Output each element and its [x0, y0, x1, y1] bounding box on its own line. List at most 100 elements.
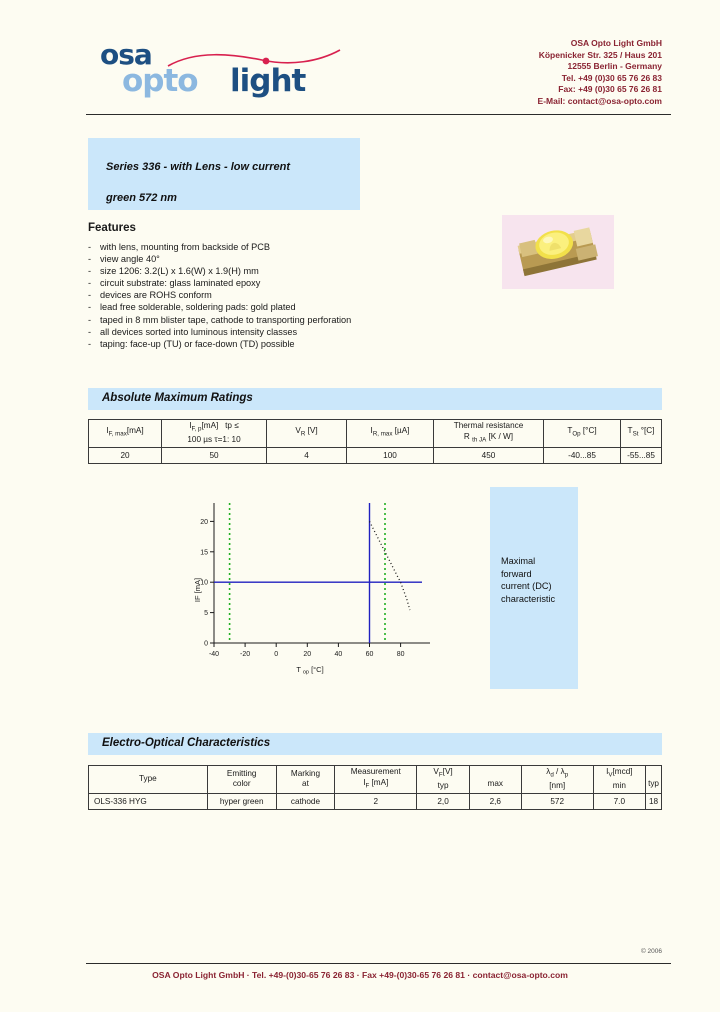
- bullet-dash: -: [88, 326, 92, 337]
- chart-xtick--40: -40: [209, 651, 219, 658]
- feature-text: size 1206: 3.2(L) x 1.6(W) x 1.9(H) mm: [100, 266, 259, 277]
- chart-svg: 0 5 10 15 20 -40 -20 0 20 40 60 80: [193, 503, 430, 676]
- bullet-dash: -: [88, 290, 92, 301]
- header-t-st: TSt °[C]: [620, 419, 662, 448]
- chart-ytick-0: 0: [204, 641, 208, 648]
- address-line: Tel. +49 (0)30 65 76 26 83: [561, 72, 662, 83]
- forward-current-derating-chart: 0 5 10 15 20 -40 -20 0 20 40 60 80: [190, 495, 440, 680]
- bullet-dash: -: [88, 314, 92, 325]
- feature-text: with lens, mounting from backside of PCB: [100, 242, 271, 252]
- header-t-op: TOp [°C]: [543, 419, 621, 448]
- value-if-pulse: 50: [161, 447, 267, 464]
- cell-marking-at: cathode: [275, 792, 336, 810]
- feature-list-item: - devices are ROHS conform: [88, 290, 388, 302]
- chart-caption-text: Maximal forward current (DC) characteris…: [501, 555, 555, 605]
- caption-line: characteristic: [501, 593, 556, 604]
- chart-ytick-20: 20: [200, 519, 208, 526]
- feature-text: lead free solderable, soldering pads: go…: [100, 302, 296, 313]
- table-header-row: Type Emitting color Marking at Measureme…: [88, 765, 662, 794]
- bullet-dash: -: [88, 254, 92, 265]
- chart-y-axis-label: IF [mA]: [193, 578, 202, 602]
- chart-xtick-60: 60: [366, 651, 374, 658]
- header-thermal-resistance: Thermal resistance R th JA [K / W]: [433, 419, 544, 448]
- cell-measurement-if: 2: [334, 792, 418, 810]
- chart-xtick-40: 40: [335, 651, 343, 658]
- product-title-box: Series 336 - with Lens - low current gre…: [88, 138, 360, 210]
- caption-line: forward: [501, 568, 532, 579]
- bullet-dash: -: [88, 278, 92, 289]
- header-measurement: Measurement IF [mA]: [334, 765, 418, 794]
- logo-text-osa: osa: [100, 38, 153, 71]
- header-ir-max: IR, max [µA]: [346, 419, 434, 448]
- caption-line: current (DC): [501, 581, 552, 592]
- header-divider: [86, 114, 671, 115]
- absolute-maximum-ratings-table: IF, max[mA] IF, p[mA] tp ≤100 µs τ=1: 10…: [88, 419, 662, 464]
- header-wavelength: λd / λp [nm]: [520, 765, 594, 794]
- bullet-dash: -: [88, 266, 92, 277]
- value-rth: 450: [433, 447, 544, 464]
- bullet-dash: -: [88, 242, 92, 252]
- chart-x-axis-label: T op [°C]: [296, 665, 323, 676]
- cell-type: OLS-336 HYG: [88, 792, 208, 810]
- cell-emitting-color: hyper green: [206, 792, 277, 810]
- section-title: Absolute Maximum Ratings: [102, 392, 253, 404]
- cell-vf-max: 2,6: [468, 792, 522, 810]
- feature-text: taped in 8 mm blister tape, cathode to t…: [100, 314, 352, 325]
- section-title: Electro-Optical Characteristics: [102, 737, 271, 749]
- led-package-image: [502, 215, 614, 289]
- features-heading: Features: [88, 222, 136, 234]
- feature-text: all devices sorted into luminous intensi…: [100, 326, 298, 337]
- address-line: Fax: +49 (0)30 65 76 26 81: [558, 84, 662, 94]
- cell-iv-min: 7.0: [592, 792, 647, 810]
- chart-ytick-5: 5: [204, 610, 208, 617]
- feature-list-item: - with lens, mounting from backside of P…: [88, 242, 388, 254]
- copyright-notice: © 2006: [640, 948, 662, 955]
- header-vf-typ: VF[V] typ: [416, 765, 470, 794]
- feature-list-item: - taping: face-up (TU) or face-down (TD)…: [88, 339, 388, 351]
- value-vr: 4: [266, 447, 347, 464]
- chart-xtick-0: 0: [274, 651, 278, 658]
- table-value-row: 20 50 4 100 450 -40...85 -55...85: [88, 447, 662, 464]
- feature-list-item: - taped in 8 mm blister tape, cathode to…: [88, 315, 388, 327]
- header-vf-max: max: [468, 765, 522, 794]
- chart-xtick--20: -20: [240, 651, 250, 658]
- address-line: Köpenicker Str. 325 / Haus 201: [538, 49, 662, 60]
- value-if-max: 20: [88, 447, 162, 464]
- feature-list-item: - circuit substrate: glass laminated epo…: [88, 278, 388, 290]
- address-line: OSA Opto Light GmbH: [570, 38, 662, 48]
- page-header: osa opto light OSA Opto Light GmbH Köpen…: [0, 0, 720, 122]
- chart-derating-curve: [368, 521, 411, 611]
- section-header-absolute-maximum-ratings: Absolute Maximum Ratings: [88, 388, 662, 410]
- feature-list-item: - all devices sorted into luminous inten…: [88, 327, 388, 339]
- bullet-dash: -: [88, 302, 92, 313]
- feature-text: circuit substrate: glass laminated epoxy: [100, 278, 261, 289]
- address-line-email: E-Mail: contact@osa-opto.com: [537, 95, 662, 106]
- electro-optical-characteristics-table: Type Emitting color Marking at Measureme…: [88, 765, 662, 810]
- table-header-row: IF, max[mA] IF, p[mA] tp ≤100 µs τ=1: 10…: [88, 419, 662, 448]
- product-title-line-2: green 572 nm: [106, 192, 177, 204]
- features-section: Features - with lens, mounting from back…: [88, 222, 388, 351]
- product-title-line-1: Series 336 - with Lens - low current: [106, 161, 290, 173]
- table-row: OLS-336 HYG hyper green cathode 2 2,0 2,…: [88, 792, 662, 810]
- logo-swoosh-icon: [167, 49, 341, 67]
- header-vr: VR [V]: [266, 419, 347, 448]
- header-iv-min: IV[mcd] min: [592, 765, 647, 794]
- feature-list-item: - size 1206: 3.2(L) x 1.6(W) x 1.9(H) mm: [88, 266, 388, 278]
- value-ir-max: 100: [346, 447, 434, 464]
- feature-text: taping: face-up (TU) or face-down (TD) p…: [100, 338, 295, 349]
- bullet-dash: -: [88, 338, 92, 349]
- cell-wavelength: 572: [520, 792, 594, 810]
- header-emitting-color: Emitting color: [206, 765, 277, 794]
- header-type: Type: [88, 765, 208, 794]
- feature-list-item: - lead free solderable, soldering pads: …: [88, 302, 388, 314]
- company-address: OSA Opto Light GmbH Köpenicker Str. 325 …: [538, 38, 662, 107]
- chart-ytick-15: 15: [200, 549, 208, 556]
- chart-ytick-10: 10: [200, 580, 208, 587]
- chart-xtick-80: 80: [397, 651, 405, 658]
- header-if-max: IF, max[mA]: [88, 419, 162, 448]
- feature-text: devices are ROHS conform: [100, 290, 212, 301]
- logo-text-opto: opto: [122, 63, 199, 99]
- header-marking-at: Marking at: [275, 765, 336, 794]
- feature-text: view angle 40°: [100, 254, 160, 265]
- footer-contact-line: OSA Opto Light GmbH · Tel. +49-(0)30-65 …: [152, 970, 568, 980]
